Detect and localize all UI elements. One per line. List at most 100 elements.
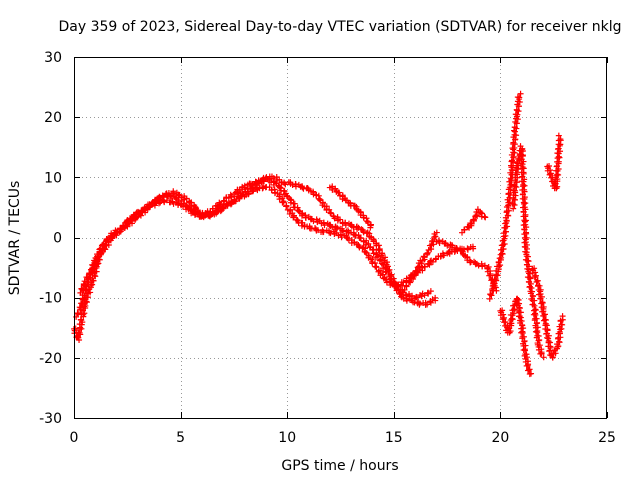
data-point <box>507 175 514 182</box>
data-point <box>283 203 290 210</box>
data-point <box>509 157 516 164</box>
data-point <box>249 182 256 189</box>
data-point <box>418 260 425 267</box>
data-point <box>178 194 185 201</box>
data-point <box>481 213 488 220</box>
data-point <box>540 317 547 324</box>
data-point <box>531 297 538 304</box>
series-track-late-c <box>433 237 500 294</box>
data-point <box>517 90 524 97</box>
data-point <box>537 295 544 302</box>
data-point <box>302 214 309 221</box>
data-point <box>412 267 419 274</box>
data-point <box>278 178 285 185</box>
data-point <box>445 249 452 256</box>
data-point <box>453 244 460 251</box>
data-point <box>367 224 374 231</box>
data-point <box>467 220 474 227</box>
data-point <box>127 215 134 222</box>
y-tick-label: 30 <box>44 50 62 66</box>
data-point <box>416 264 423 271</box>
data-point <box>94 253 101 260</box>
data-point <box>556 339 563 346</box>
data-point <box>509 200 516 207</box>
data-point <box>386 266 393 273</box>
data-point <box>184 203 191 210</box>
data-point <box>527 275 534 282</box>
data-point <box>527 280 534 287</box>
data-point <box>373 264 380 271</box>
data-point <box>501 319 508 326</box>
data-point <box>518 178 525 185</box>
data-point <box>535 283 542 290</box>
data-point <box>557 326 564 333</box>
data-point <box>375 246 382 253</box>
data-point <box>277 184 284 191</box>
data-point <box>470 216 477 223</box>
data-point <box>536 336 543 343</box>
data-point <box>185 206 192 213</box>
x-tick-labels: 0 5 10 15 20 25 <box>70 430 616 446</box>
data-point <box>382 276 389 283</box>
data-point <box>424 301 431 308</box>
data-point <box>78 317 85 324</box>
data-point <box>331 215 338 222</box>
data-point <box>482 214 489 221</box>
data-point <box>501 241 508 248</box>
data-point <box>84 274 91 281</box>
y-tick-labels: -30 -20 -10 0 10 20 30 <box>39 50 62 427</box>
chart-title: Day 359 of 2023, Sidereal Day-to-day VTE… <box>59 19 622 35</box>
data-point <box>170 190 177 197</box>
y-tick-label: 20 <box>44 110 62 126</box>
data-point <box>263 174 270 181</box>
data-point <box>242 189 249 196</box>
data-point <box>552 176 559 183</box>
data-point <box>98 249 105 256</box>
data-point <box>520 170 527 177</box>
data-point <box>382 254 389 261</box>
data-point <box>409 271 416 278</box>
data-point <box>239 191 246 198</box>
data-point <box>368 221 374 228</box>
data-point <box>522 248 529 255</box>
data-point <box>424 249 431 256</box>
data-point <box>413 294 420 301</box>
data-point <box>528 370 535 377</box>
series-track-late-a <box>326 183 374 231</box>
data-point <box>524 265 531 272</box>
data-point <box>295 207 302 214</box>
y-tick-label: -30 <box>39 411 62 427</box>
data-point <box>188 210 195 217</box>
data-point <box>513 106 520 113</box>
data-point <box>444 242 451 249</box>
data-point <box>413 294 420 301</box>
data-point <box>79 286 86 293</box>
data-point <box>387 273 394 280</box>
data-point <box>401 286 408 293</box>
data-point <box>549 354 556 361</box>
y-tick-label: 0 <box>53 231 62 247</box>
axis-ticks <box>74 57 608 419</box>
data-point <box>475 262 482 269</box>
data-point <box>245 190 252 197</box>
data-point <box>372 263 379 270</box>
data-point <box>491 276 498 283</box>
data-point <box>403 282 410 289</box>
y-axis-label: SDTVAR / TECUs <box>7 181 23 296</box>
data-point <box>498 250 505 257</box>
data-point <box>525 366 532 373</box>
data-point <box>425 290 432 297</box>
series-track-late-f <box>497 295 535 378</box>
data-point <box>407 275 414 282</box>
data-point <box>441 252 448 259</box>
data-point <box>376 247 383 254</box>
data-point <box>385 268 392 275</box>
data-point <box>521 200 528 207</box>
data-point <box>406 278 413 285</box>
x-tick-label: 25 <box>598 430 616 446</box>
data-point <box>469 243 476 250</box>
data-point <box>281 180 288 187</box>
data-point <box>525 258 532 265</box>
data-point <box>329 186 336 193</box>
data-point <box>231 196 238 203</box>
